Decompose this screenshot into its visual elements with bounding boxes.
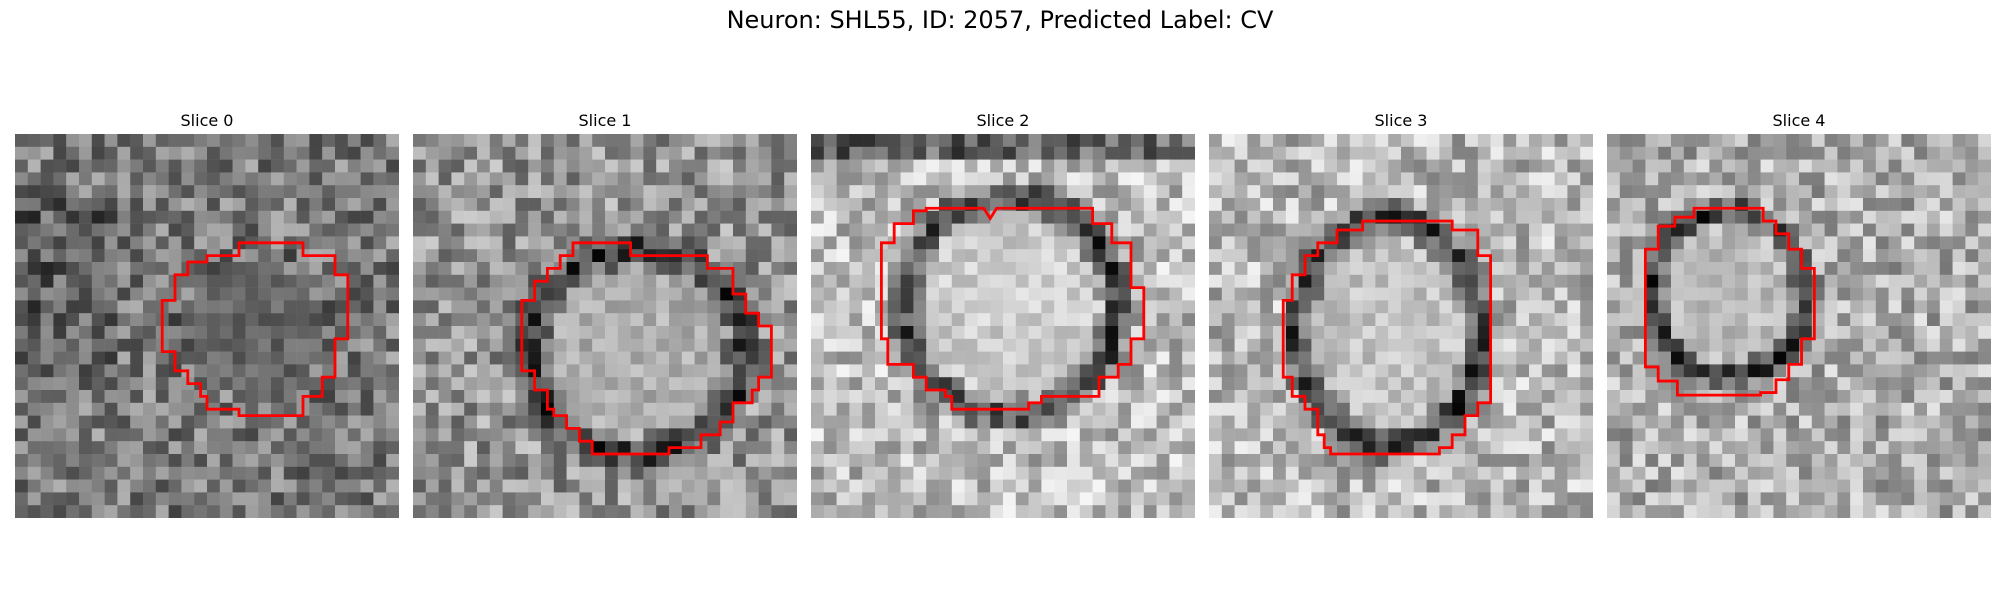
cell-contour-1 (520, 241, 773, 456)
slice-panel-2: Slice 2 (811, 108, 1195, 518)
cell-contour-0 (160, 241, 350, 418)
slice-panel-1: Slice 1 (413, 108, 797, 518)
slice-image-3 (1209, 134, 1593, 518)
figure-title: Neuron: SHL55, ID: 2057, Predicted Label… (726, 6, 1274, 34)
slice-title-4: Slice 4 (1772, 111, 1826, 130)
slice-title-1: Slice 1 (578, 111, 632, 130)
slice-title-3: Slice 3 (1374, 111, 1428, 130)
cell-contour-2 (879, 206, 1146, 411)
slice-image-4 (1607, 134, 1991, 518)
slice-image-0 (15, 134, 399, 518)
slice-panel-0: Slice 0 (15, 108, 399, 518)
slice-image-2 (811, 134, 1195, 518)
slice-panel-4: Slice 4 (1607, 108, 1991, 518)
cell-contour-4 (1643, 206, 1816, 397)
cell-contour-3 (1281, 219, 1493, 456)
slice-title-0: Slice 0 (180, 111, 234, 130)
slice-title-2: Slice 2 (976, 111, 1030, 130)
slice-image-1 (413, 134, 797, 518)
slice-panel-3: Slice 3 (1209, 108, 1593, 518)
